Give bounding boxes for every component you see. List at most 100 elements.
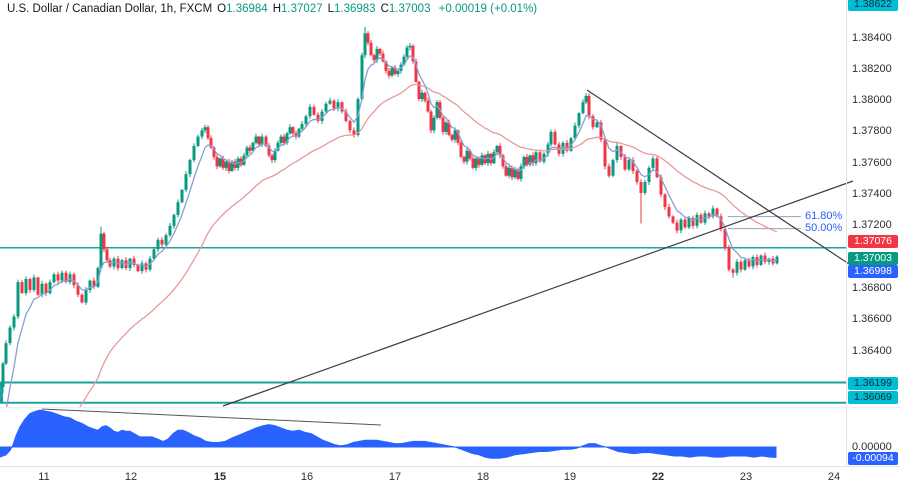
price-tick-label: 1.36400 — [852, 344, 892, 357]
candle-body — [99, 233, 103, 269]
candle-body — [581, 102, 585, 114]
candle-body — [565, 142, 569, 151]
candle-body — [257, 136, 261, 145]
candle-body — [516, 169, 520, 179]
ma-slow-line — [79, 83, 778, 407]
candle-body — [356, 99, 360, 136]
candle-body — [88, 280, 92, 290]
candle-body — [465, 150, 469, 162]
price-tick-label: 1.36800 — [852, 281, 892, 294]
ohlc-label: C — [380, 3, 389, 15]
candle-body — [12, 316, 16, 328]
candle-body — [84, 289, 88, 303]
candle-body — [164, 235, 168, 245]
candle-body — [396, 70, 400, 74]
candle-body — [528, 155, 532, 165]
candle-body — [420, 92, 424, 100]
ohlc-values: O1.36984 H1.37027 L1.36983 C1.37003 — [212, 3, 430, 15]
candle-body — [209, 138, 213, 148]
candle-body — [561, 142, 565, 154]
candle-body — [584, 95, 588, 103]
candle-body — [260, 136, 264, 145]
candle-body — [534, 152, 538, 164]
candle-body — [372, 55, 376, 60]
candle-body — [763, 255, 767, 262]
candle-body — [52, 274, 56, 283]
candle-body — [553, 131, 557, 145]
candle-body — [663, 194, 667, 208]
candle-body — [501, 155, 505, 167]
candle-body — [136, 264, 140, 272]
candle-body — [36, 277, 40, 295]
candle-body — [72, 274, 76, 286]
candle-body — [423, 92, 427, 101]
ohlc-value: 1.36983 — [334, 3, 376, 15]
candle-body — [459, 142, 463, 157]
candle-body — [639, 181, 643, 193]
candle-body — [140, 263, 144, 272]
candle-body — [381, 53, 385, 62]
candle-body — [538, 152, 542, 162]
candle-body — [390, 67, 394, 76]
time-tick-label: 17 — [388, 471, 402, 483]
trendline — [222, 180, 854, 407]
candle-body — [759, 255, 763, 265]
candle-body — [176, 202, 180, 215]
candle-body — [188, 160, 192, 175]
time-tick-label: 15 — [213, 471, 227, 483]
candle-body — [336, 102, 340, 109]
candle-body — [297, 128, 301, 137]
time-axis[interactable]: 11 12 15 16 17 18 19 22 23 24 — [0, 466, 900, 486]
candle-body — [120, 260, 124, 269]
candle-body — [375, 48, 379, 60]
candle-body — [20, 282, 24, 294]
candle-body — [486, 153, 490, 164]
indicator-area — [0, 409, 777, 459]
candle-body — [218, 158, 222, 167]
candle-body — [719, 216, 723, 229]
candle-body — [679, 219, 683, 231]
candle-body — [429, 111, 433, 131]
candle-body — [603, 139, 607, 167]
candle-body — [230, 161, 234, 172]
candle-body — [519, 166, 523, 179]
candle-body — [743, 260, 747, 270]
candle-body — [474, 158, 478, 168]
candle-body — [251, 142, 255, 151]
candle-body — [196, 136, 200, 146]
candle-body — [192, 145, 196, 161]
candle-body — [607, 166, 611, 176]
candle-body — [102, 233, 106, 250]
candle-body — [707, 213, 711, 217]
candle-body — [264, 136, 268, 146]
candle-body — [360, 55, 364, 100]
candle-body — [447, 122, 451, 136]
candle-body — [739, 261, 743, 270]
candle-body — [595, 122, 599, 128]
candle-body — [441, 117, 445, 132]
candle-body — [599, 122, 603, 140]
candle-body — [417, 81, 421, 100]
price-tick-label: 1.37200 — [852, 219, 892, 232]
candle-body — [655, 158, 659, 178]
candle-body — [304, 116, 308, 125]
candle-body — [44, 283, 48, 294]
price-axis[interactable]: 1.38400 1.38200 1.38000 1.37800 1.37600 1.374… — [846, 0, 900, 466]
chart-legend[interactable]: U.S. Dollar / Canadian Dollar, 1h, FXCM O… — [7, 3, 537, 15]
candle-body — [402, 56, 406, 65]
candle-body — [751, 257, 755, 267]
ohlc-value: 1.37027 — [281, 3, 323, 15]
candle-body — [577, 113, 581, 126]
candle-body — [378, 48, 382, 54]
price-tick-label: 1.38200 — [852, 62, 892, 75]
candle-body — [340, 102, 344, 112]
candle-body — [282, 136, 286, 143]
candle-body — [715, 208, 719, 217]
candle-body — [507, 167, 511, 176]
candle-body — [480, 155, 484, 165]
candle-body — [1, 363, 5, 387]
candle-body — [471, 158, 475, 168]
candle-body — [96, 268, 100, 287]
symbol-title: U.S. Dollar / Canadian Dollar, 1h, FXCM — [7, 3, 213, 15]
